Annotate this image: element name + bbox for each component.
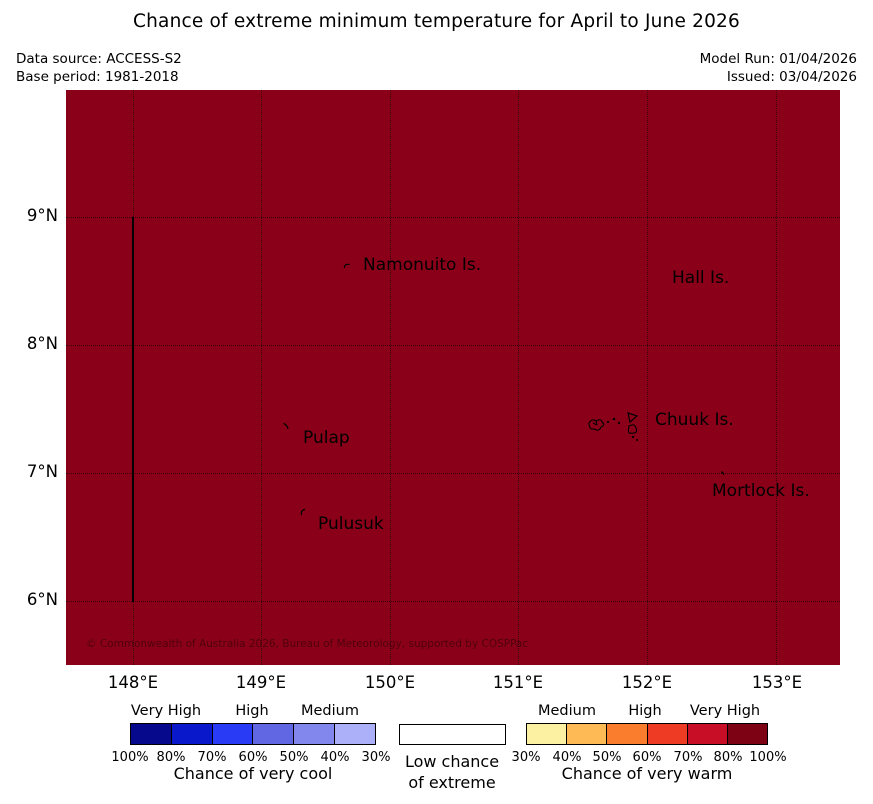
cool-caption: Chance of very cool — [173, 764, 333, 783]
data-source-label: Data source: ACCESS-S2 — [16, 51, 182, 67]
lon-tick-153e: 153°E — [751, 673, 803, 692]
low-chance-caption-line1: Low chance — [404, 752, 500, 771]
warm-pct-30: 30% — [511, 750, 541, 765]
warm-pct-100: 100% — [749, 750, 787, 765]
model-run-label: Model Run: 01/04/2026 — [699, 51, 857, 67]
cool-category-very-high: Very High — [130, 703, 202, 719]
gridline-9n — [66, 217, 840, 218]
cool-pct-60: 60% — [238, 750, 268, 765]
cool-colorbar-seg-60 — [252, 724, 294, 744]
lat-tick-9n: 9°N — [26, 206, 58, 225]
island-label-pulusuk: Pulusuk — [318, 514, 384, 534]
issued-label: Issued: 03/04/2026 — [726, 69, 857, 85]
cool-colorbar-seg-50 — [293, 724, 335, 744]
cool-pct-80: 80% — [156, 750, 186, 765]
warm-caption: Chance of very warm — [561, 764, 733, 783]
low-chance-caption-line2: of extreme — [408, 773, 496, 792]
lon-tick-149e: 149°E — [235, 673, 287, 692]
gridline-7n — [66, 473, 840, 474]
pulap-island-marker — [282, 422, 291, 431]
low-chance-box — [399, 724, 506, 745]
cool-colorbar-seg-80 — [170, 724, 212, 744]
gridline-6n — [66, 601, 840, 602]
warm-colorbar-seg-70 — [686, 724, 727, 744]
gridline-153e — [776, 90, 777, 665]
warm-pct-50: 50% — [592, 750, 622, 765]
warm-pct-60: 60% — [632, 750, 662, 765]
gridline-150e — [390, 90, 391, 665]
cool-pct-40: 40% — [320, 750, 350, 765]
cool-category-medium: Medium — [301, 703, 359, 719]
gridline-8n — [66, 345, 840, 346]
warm-category-medium: Medium — [538, 703, 596, 719]
island-label-pulap: Pulap — [303, 428, 350, 448]
pulusuk-island-marker — [299, 508, 308, 517]
cool-category-high: High — [235, 703, 269, 719]
lat-tick-7n: 7°N — [26, 462, 58, 481]
chuuk-islands-marker — [586, 410, 644, 444]
warm-colorbar-seg-50 — [606, 724, 647, 744]
warm-category-very-high: Very High — [689, 703, 761, 719]
warm-pct-70: 70% — [673, 750, 703, 765]
lon-tick-151e: 151°E — [492, 673, 544, 692]
island-label-chuuk: Chuuk Is. — [655, 410, 734, 430]
cool-colorbar-seg-70 — [211, 724, 253, 744]
namonuito-island-marker — [343, 262, 352, 271]
cool-pct-70: 70% — [197, 750, 227, 765]
base-period-label: Base period: 1981-2018 — [16, 69, 179, 85]
page-title: Chance of extreme minimum temperature fo… — [133, 11, 740, 32]
warm-colorbar-seg-60 — [646, 724, 687, 744]
lon-tick-150e: 150°E — [364, 673, 416, 692]
island-label-mortlock: Mortlock Is. — [712, 481, 810, 501]
meridian-148e-solid-line — [132, 217, 134, 602]
warm-colorbar — [526, 723, 768, 745]
warm-category-high: High — [628, 703, 662, 719]
cool-pct-30: 30% — [361, 750, 391, 765]
gridline-149e — [261, 90, 262, 665]
lat-tick-8n: 8°N — [26, 334, 58, 353]
map-canvas: Namonuito Is. Hall Is. Pulap Chuuk Is. M… — [66, 90, 840, 665]
lon-tick-152e: 152°E — [621, 673, 673, 692]
island-label-hall: Hall Is. — [672, 268, 730, 288]
header-left: Data source: ACCESS-S2 Base period: 1981… — [16, 50, 182, 86]
lat-tick-6n: 6°N — [26, 590, 58, 609]
cool-pct-100: 100% — [111, 750, 149, 765]
lon-tick-148e: 148°E — [107, 673, 159, 692]
warm-colorbar-seg-40 — [566, 724, 607, 744]
warm-colorbar-seg-30 — [527, 724, 567, 744]
gridline-152e — [647, 90, 648, 665]
island-label-namonuito: Namonuito Is. — [363, 255, 482, 275]
warm-pct-80: 80% — [713, 750, 743, 765]
warm-pct-40: 40% — [552, 750, 582, 765]
cool-pct-50: 50% — [279, 750, 309, 765]
header-right: Model Run: 01/04/2026 Issued: 03/04/2026 — [700, 50, 857, 86]
mortlock-island-marker — [720, 470, 727, 477]
warm-colorbar-seg-80 — [726, 724, 768, 744]
cool-colorbar — [130, 723, 376, 745]
cool-colorbar-seg-100 — [131, 724, 171, 744]
gridline-151e — [518, 90, 519, 665]
cool-colorbar-seg-40 — [334, 724, 375, 744]
copyright-notice: © Commonwealth of Australia 2026, Bureau… — [86, 638, 529, 650]
